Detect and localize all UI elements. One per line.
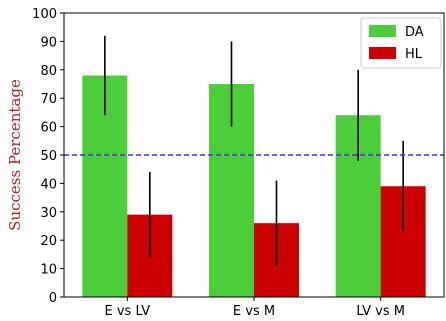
y-axis-label: Success Percentage	[6, 79, 24, 231]
y-tick-label: 60	[40, 121, 57, 136]
legend-swatch-hl	[369, 47, 396, 59]
legend-label-da: DA	[405, 25, 424, 40]
y-tick-label: 90	[40, 35, 57, 50]
x-axis-ticks: E vs LV E vs M LV vs M	[105, 297, 405, 319]
y-tick-label: 70	[40, 92, 57, 107]
y-axis-ticks: 0 10 20 30 40 50 60 70 80 90 100	[32, 7, 64, 306]
legend: DA HL	[360, 17, 442, 69]
y-tick-label: 0	[49, 291, 57, 306]
x-tick-label: E vs LV	[105, 304, 151, 319]
y-tick-label: 100	[32, 7, 57, 22]
x-tick-label: E vs M	[233, 304, 275, 319]
legend-swatch-da	[369, 25, 396, 37]
x-tick-label: LV vs M	[356, 304, 405, 319]
y-tick-label: 30	[40, 206, 57, 221]
y-tick-label: 80	[40, 64, 57, 79]
y-tick-label: 40	[40, 177, 57, 192]
y-tick-label: 50	[40, 149, 57, 164]
error-bars	[104, 35, 404, 266]
bars	[82, 75, 426, 298]
legend-label-hl: HL	[405, 47, 423, 62]
y-tick-label: 10	[40, 263, 57, 278]
y-tick-label: 20	[40, 234, 57, 249]
